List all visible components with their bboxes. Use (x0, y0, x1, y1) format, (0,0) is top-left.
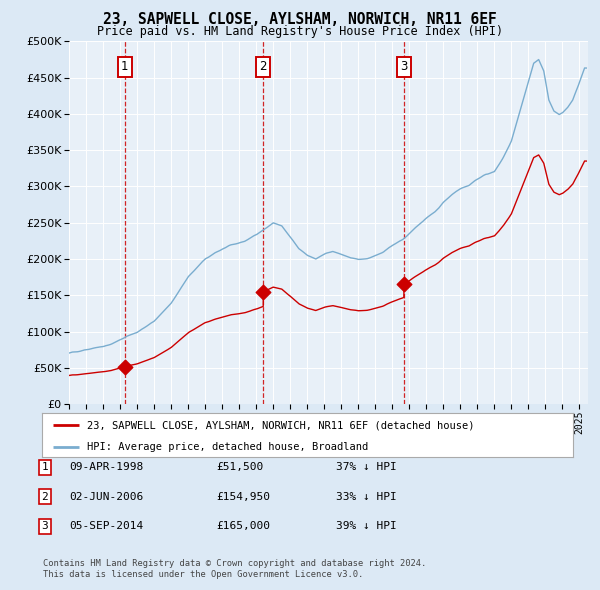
Text: 02-JUN-2006: 02-JUN-2006 (69, 492, 143, 502)
Text: 1: 1 (121, 60, 128, 73)
Point (259, 287, 268, 296)
Text: This data is licensed under the Open Government Licence v3.0.: This data is licensed under the Open Gov… (43, 571, 364, 579)
Text: 05-SEP-2014: 05-SEP-2014 (69, 522, 143, 531)
Text: 1: 1 (41, 463, 49, 472)
Text: 2: 2 (41, 492, 49, 502)
Text: £154,950: £154,950 (216, 492, 270, 502)
Text: 23, SAPWELL CLOSE, AYLSHAM, NORWICH, NR11 6EF: 23, SAPWELL CLOSE, AYLSHAM, NORWICH, NR1… (103, 12, 497, 27)
Text: HPI: Average price, detached house, Broadland: HPI: Average price, detached house, Broa… (87, 442, 368, 451)
Point (399, 280, 409, 289)
Text: £51,500: £51,500 (216, 463, 263, 472)
Text: 09-APR-1998: 09-APR-1998 (69, 463, 143, 472)
Text: 39% ↓ HPI: 39% ↓ HPI (336, 522, 397, 531)
Text: Price paid vs. HM Land Registry's House Price Index (HPI): Price paid vs. HM Land Registry's House … (97, 25, 503, 38)
Text: 3: 3 (400, 60, 407, 73)
Point (120, 362, 130, 372)
Text: 33% ↓ HPI: 33% ↓ HPI (336, 492, 397, 502)
Text: 23, SAPWELL CLOSE, AYLSHAM, NORWICH, NR11 6EF (detached house): 23, SAPWELL CLOSE, AYLSHAM, NORWICH, NR1… (87, 421, 475, 430)
Text: £165,000: £165,000 (216, 522, 270, 531)
Text: 37% ↓ HPI: 37% ↓ HPI (336, 463, 397, 472)
Text: 3: 3 (41, 522, 49, 531)
Text: Contains HM Land Registry data © Crown copyright and database right 2024.: Contains HM Land Registry data © Crown c… (43, 559, 427, 568)
Text: 2: 2 (260, 60, 267, 73)
